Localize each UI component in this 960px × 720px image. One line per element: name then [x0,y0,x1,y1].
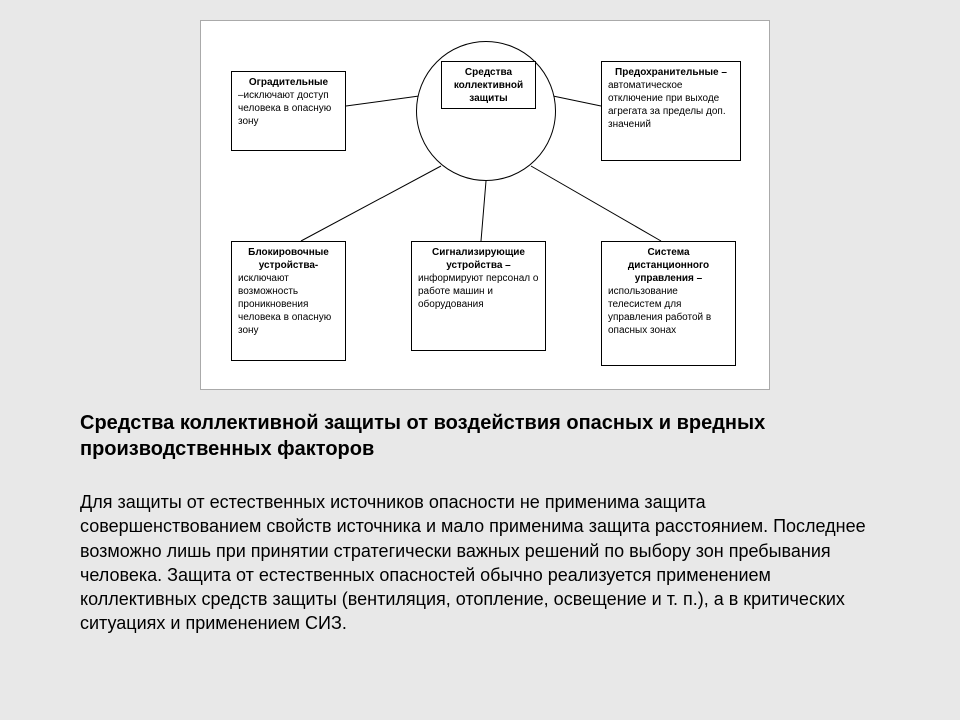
edge [346,96,419,106]
diagram-container: Средства коллективной защиты Оградительн… [200,20,770,390]
node-title: Оградительные [238,76,339,89]
section-heading: Средства коллективной защиты от воздейст… [80,410,880,462]
section-body: Для защиты от естественных источников оп… [80,490,880,636]
node-predohranitelnye: Предохранительные – автоматическое отклю… [601,61,741,161]
node-body: использование телесистем для управления … [608,286,711,336]
center-node-label: Средства коллективной защиты [454,67,523,104]
node-blokirovochnye: Блокировочные устройства- исключают возм… [231,241,346,361]
edge [553,96,601,106]
node-body: автоматическое отключение при выходе агр… [608,80,726,130]
node-title: Блокировочные устройства- [238,246,339,272]
edge [531,166,661,241]
node-ograditelnye: Оградительные –исключают доступ человека… [231,71,346,151]
node-title: Система дистанционного управления – [608,246,729,285]
body-text: Для защиты от естественных источников оп… [80,492,866,633]
edge [301,166,441,241]
node-body: исключают возможность проникновения чело… [238,273,331,336]
center-node: Средства коллективной защиты [441,61,536,109]
node-signaliziruyushie: Сигнализирующие устройства – информируют… [411,241,546,351]
node-body: –исключают доступ человека в опасную зон… [238,90,331,127]
node-title: Предохранительные – [608,66,734,79]
node-distancionnoe: Система дистанционного управления – испо… [601,241,736,366]
heading-text: Средства коллективной защиты от воздейст… [80,412,765,460]
node-title: Сигнализирующие устройства – [418,246,539,272]
node-body: информируют персонал о работе машин и об… [418,273,538,310]
edge [481,181,486,241]
